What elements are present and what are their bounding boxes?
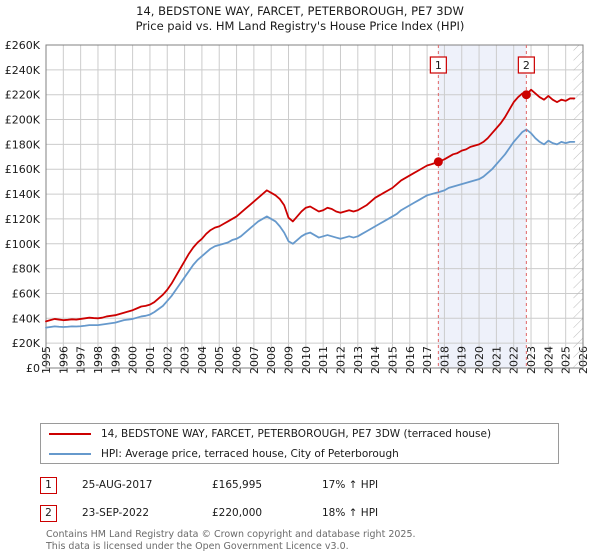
- svg-text:2009: 2009: [283, 346, 296, 374]
- svg-text:2002: 2002: [161, 346, 174, 374]
- title-line-2: Price paid vs. HM Land Registry's House …: [135, 19, 465, 33]
- svg-text:2020: 2020: [473, 346, 486, 374]
- svg-text:1998: 1998: [92, 346, 105, 374]
- svg-text:2008: 2008: [265, 346, 278, 374]
- svg-text:2016: 2016: [404, 346, 417, 374]
- svg-text:2013: 2013: [352, 346, 365, 374]
- svg-text:2015: 2015: [386, 346, 399, 374]
- svg-text:£140K: £140K: [5, 188, 41, 201]
- svg-text:2000: 2000: [127, 346, 140, 374]
- svg-text:2: 2: [523, 59, 530, 72]
- legend-swatch-hpi: [49, 453, 91, 455]
- svg-text:£160K: £160K: [5, 163, 41, 176]
- svg-text:2024: 2024: [542, 346, 555, 374]
- sale-badge-2: 2: [40, 504, 57, 522]
- svg-text:£80K: £80K: [12, 263, 41, 276]
- svg-text:1: 1: [435, 59, 442, 72]
- footer-line-1: Contains HM Land Registry data © Crown c…: [46, 529, 416, 540]
- sale-price-1: £165,995: [212, 479, 263, 491]
- sale-hpi-delta-2: 18% ↑ HPI: [322, 507, 379, 519]
- svg-text:£220K: £220K: [5, 89, 41, 102]
- legend-swatch-price-paid: [49, 433, 91, 435]
- svg-text:2021: 2021: [490, 346, 503, 374]
- attribution-footer: Contains HM Land Registry data © Crown c…: [46, 529, 586, 552]
- svg-text:£20K: £20K: [12, 337, 41, 350]
- legend-label-hpi: HPI: Average price, terraced house, City…: [101, 448, 399, 460]
- svg-text:2018: 2018: [438, 346, 451, 374]
- svg-text:£200K: £200K: [5, 114, 41, 127]
- chart-title: 14, BEDSTONE WAY, FARCET, PETERBOROUGH, …: [0, 4, 600, 34]
- plot-area: £0 £20K £40K £60K £80K £100K £120K £140K £160K £1…: [5, 39, 590, 375]
- svg-text:2011: 2011: [317, 346, 330, 374]
- svg-text:£60K: £60K: [12, 287, 41, 300]
- svg-text:2007: 2007: [248, 346, 261, 374]
- svg-text:2019: 2019: [456, 346, 469, 374]
- svg-text:2006: 2006: [231, 346, 244, 374]
- svg-text:£100K: £100K: [5, 238, 41, 251]
- svg-text:2003: 2003: [179, 346, 192, 374]
- sale-row-2: 2 23-SEP-2022 £220,000 18% ↑ HPI: [40, 503, 559, 523]
- sale-price-2: £220,000: [212, 507, 263, 519]
- legend-item-hpi: HPI: Average price, terraced house, City…: [41, 444, 558, 464]
- svg-text:£0: £0: [26, 362, 40, 375]
- svg-text:2005: 2005: [213, 346, 226, 374]
- legend-label-price-paid: 14, BEDSTONE WAY, FARCET, PETERBOROUGH, …: [101, 428, 492, 440]
- svg-text:2025: 2025: [560, 346, 573, 374]
- title-line-1: 14, BEDSTONE WAY, FARCET, PETERBOROUGH, …: [136, 4, 464, 18]
- svg-text:£240K: £240K: [5, 64, 41, 77]
- svg-text:2014: 2014: [369, 346, 382, 374]
- chart-legend: 14, BEDSTONE WAY, FARCET, PETERBOROUGH, …: [40, 423, 559, 464]
- legend-item-price-paid: 14, BEDSTONE WAY, FARCET, PETERBOROUGH, …: [41, 424, 558, 444]
- svg-text:1999: 1999: [109, 346, 122, 374]
- svg-text:2004: 2004: [196, 346, 209, 374]
- svg-text:2001: 2001: [144, 346, 157, 374]
- svg-text:2017: 2017: [421, 346, 434, 374]
- svg-text:1996: 1996: [57, 346, 70, 374]
- svg-text:1997: 1997: [75, 346, 88, 374]
- svg-text:£260K: £260K: [5, 39, 41, 52]
- svg-text:2023: 2023: [525, 346, 538, 374]
- sale-row-1: 1 25-AUG-2017 £165,995 17% ↑ HPI: [40, 475, 559, 495]
- svg-text:£40K: £40K: [12, 312, 41, 325]
- footer-line-2: This data is licensed under the Open Gov…: [46, 540, 349, 552]
- svg-text:£180K: £180K: [5, 138, 41, 151]
- sale-date-1: 25-AUG-2017: [82, 479, 153, 491]
- svg-text:2012: 2012: [334, 346, 347, 374]
- svg-text:2010: 2010: [300, 346, 313, 374]
- sale-hpi-delta-1: 17% ↑ HPI: [322, 479, 379, 491]
- sale-date-2: 23-SEP-2022: [82, 507, 150, 519]
- svg-text:£120K: £120K: [5, 213, 41, 226]
- svg-text:2022: 2022: [508, 346, 521, 374]
- sale-badge-1: 1: [40, 476, 57, 494]
